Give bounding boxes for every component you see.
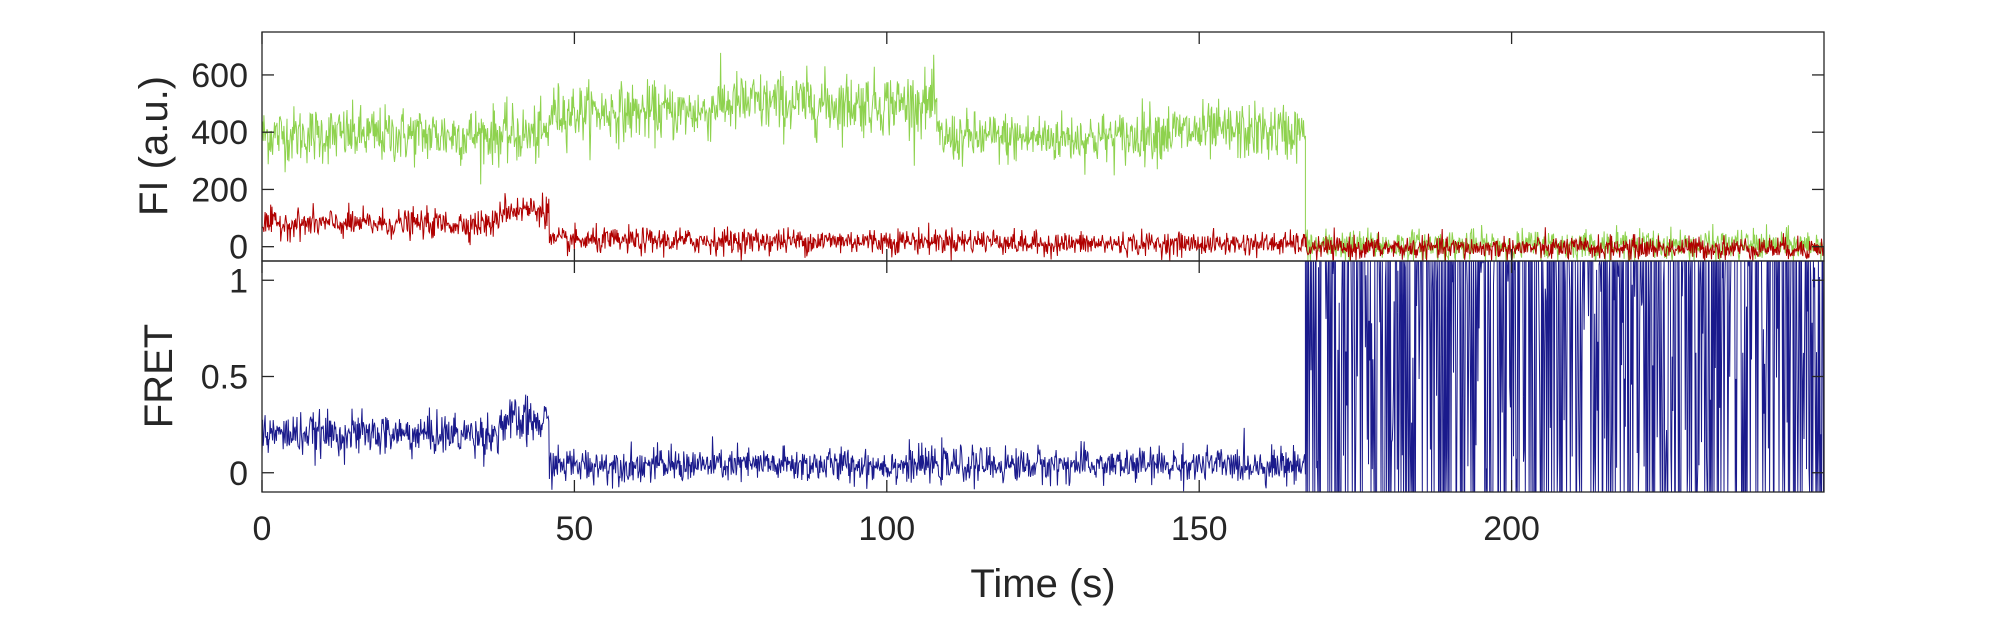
y-tick-label: 1	[229, 262, 248, 300]
fret-panel: 0 50 100 150 200 0 0.5 1 FRET Time (s)	[137, 260, 1825, 606]
fret-ticks: 0 50 100 150 200 0 0.5 1	[201, 261, 1824, 548]
x-axis-label: Time (s)	[970, 562, 1115, 606]
series-line-0-1	[261, 192, 1825, 262]
intensity-series-group	[261, 52, 1825, 262]
y-tick-label: 200	[191, 171, 248, 209]
intensity-y-axis-label: FI (a.u.)	[132, 76, 176, 216]
fret-series-group	[261, 260, 1825, 493]
y-tick-label: 0	[229, 455, 248, 493]
series-line-0-0	[261, 52, 1825, 262]
x-tick-label: 0	[253, 510, 272, 548]
y-tick-label: 0.5	[201, 359, 248, 397]
y-tick-label: 400	[191, 114, 248, 152]
fret-y-axis-label: FRET	[137, 324, 181, 428]
x-tick-label: 50	[555, 510, 593, 548]
intensity-panel: 0 200 400 600 FI (a.u.)	[132, 31, 1825, 267]
series-line-1-0	[261, 260, 1825, 493]
intensity-ticks: 0 200 400 600	[191, 32, 1824, 267]
fret-axes-box	[261, 260, 1825, 493]
y-tick-label: 600	[191, 57, 248, 95]
x-tick-label: 200	[1483, 510, 1540, 548]
x-tick-label: 100	[858, 510, 915, 548]
intensity-axes-box	[261, 31, 1825, 262]
y-tick-label: 0	[229, 229, 248, 267]
x-tick-label: 150	[1171, 510, 1228, 548]
